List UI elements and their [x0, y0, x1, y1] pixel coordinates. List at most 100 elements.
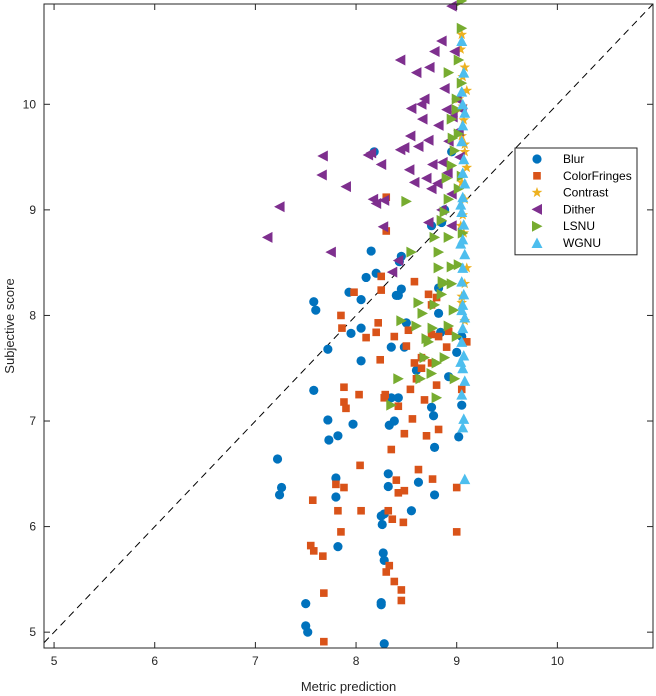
data-point-lsnu — [449, 145, 461, 157]
data-point-dither — [424, 61, 435, 73]
data-point-lsnu — [446, 278, 458, 290]
data-point-colorfringes — [402, 342, 411, 350]
legend-marker-wgnu — [531, 237, 543, 248]
data-point-blur — [377, 519, 387, 530]
data-point-dither — [437, 156, 448, 168]
data-point-dither — [274, 201, 285, 213]
legend-marker-blur — [532, 154, 542, 164]
data-point-colorfringes — [428, 475, 437, 483]
data-point-colorfringes — [306, 541, 315, 550]
data-point-wgnu — [458, 219, 470, 230]
data-point-colorfringes — [452, 483, 461, 492]
data-point-dither — [362, 149, 374, 161]
data-point-lsnu — [451, 104, 463, 116]
data-point-lsnu — [448, 304, 460, 316]
data-point-blur — [324, 435, 334, 445]
data-point-wgnu — [455, 356, 467, 367]
data-point-lsnu — [453, 259, 465, 271]
data-point-lsnu — [429, 231, 441, 243]
data-point-blur — [389, 416, 399, 426]
data-points-layer — [261, 0, 473, 649]
data-point-wgnu — [456, 336, 468, 347]
data-point-dither — [404, 130, 416, 142]
data-point-colorfringes — [340, 398, 348, 406]
legend-entry-wgnu: WGNU — [563, 236, 601, 250]
data-point-blur — [346, 328, 356, 338]
data-point-blur — [376, 600, 386, 610]
data-point-colorfringes — [350, 288, 358, 297]
data-point-wgnu — [456, 206, 468, 217]
data-point-dither — [427, 158, 438, 170]
data-point-colorfringes — [427, 359, 436, 367]
data-point-colorfringes — [337, 311, 345, 320]
legend-entry-dither: Dither — [563, 202, 595, 216]
data-point-lsnu — [415, 373, 426, 385]
data-point-colorfringes — [462, 338, 471, 346]
data-point-lsnu — [429, 299, 441, 311]
legend-marker-contrast — [531, 187, 543, 198]
data-point-contrast — [459, 61, 471, 72]
data-point-wgnu — [457, 299, 469, 310]
data-point-blur — [323, 415, 333, 425]
data-point-colorfringes — [377, 286, 386, 294]
data-point-contrast — [461, 162, 473, 173]
data-point-colorfringes — [332, 480, 340, 489]
x-tick-label: 10 — [551, 654, 565, 668]
data-point-lsnu — [406, 246, 417, 258]
data-point-colorfringes — [355, 390, 363, 399]
data-point-lsnu — [433, 262, 445, 274]
y-tick-label: 10 — [23, 97, 37, 111]
y-tick-label: 7 — [29, 414, 36, 428]
y-tick-label: 9 — [29, 203, 36, 217]
data-point-dither — [436, 35, 447, 47]
data-point-lsnu — [456, 77, 468, 89]
data-point-colorfringes — [340, 383, 348, 392]
data-point-dither — [392, 255, 404, 267]
data-point-contrast — [456, 176, 468, 187]
data-point-blur — [356, 295, 366, 305]
data-point-colorfringes — [374, 319, 382, 327]
data-point-dither — [386, 266, 398, 278]
data-point-colorfringes — [427, 330, 436, 339]
data-point-colorfringes — [432, 293, 441, 302]
data-point-lsnu — [439, 206, 451, 218]
data-point-lsnu — [411, 320, 422, 332]
data-point-wgnu — [457, 191, 469, 203]
data-point-colorfringes — [417, 364, 426, 373]
x-tick-label: 5 — [51, 654, 58, 668]
data-point-dither — [325, 246, 336, 258]
data-point-lsnu — [441, 172, 453, 184]
data-point-wgnu — [455, 199, 467, 210]
data-point-wgnu — [459, 248, 471, 260]
legend-box — [514, 147, 638, 256]
data-point-contrast — [458, 114, 470, 125]
data-point-colorfringes — [387, 445, 396, 454]
data-point-blur — [433, 308, 444, 318]
data-point-dither — [446, 0, 457, 12]
data-point-dither — [423, 134, 434, 146]
data-point-blur — [428, 411, 439, 421]
data-point-colorfringes — [399, 518, 408, 527]
data-point-wgnu — [456, 304, 468, 316]
data-point-lsnu — [436, 214, 448, 226]
data-point-blur — [378, 548, 388, 558]
plot-area-border — [43, 3, 654, 649]
data-point-contrast — [456, 130, 468, 141]
data-point-wgnu — [458, 67, 470, 78]
data-point-colorfringes — [357, 506, 365, 515]
data-point-wgnu — [459, 473, 471, 485]
data-point-colorfringes — [320, 637, 328, 646]
data-point-colorfringes — [392, 476, 401, 484]
data-point-dither — [416, 113, 428, 125]
data-point-blur — [366, 246, 376, 256]
data-point-colorfringes — [319, 552, 327, 560]
data-point-wgnu — [456, 389, 468, 400]
data-point-colorfringes — [434, 332, 443, 341]
data-point-colorfringes — [397, 596, 406, 605]
data-point-dither — [418, 93, 430, 105]
data-point-colorfringes — [377, 272, 386, 281]
reference-line-layer — [43, 3, 654, 644]
data-point-blur — [348, 419, 358, 429]
data-point-blur — [426, 402, 437, 412]
data-point-colorfringes — [410, 277, 419, 286]
